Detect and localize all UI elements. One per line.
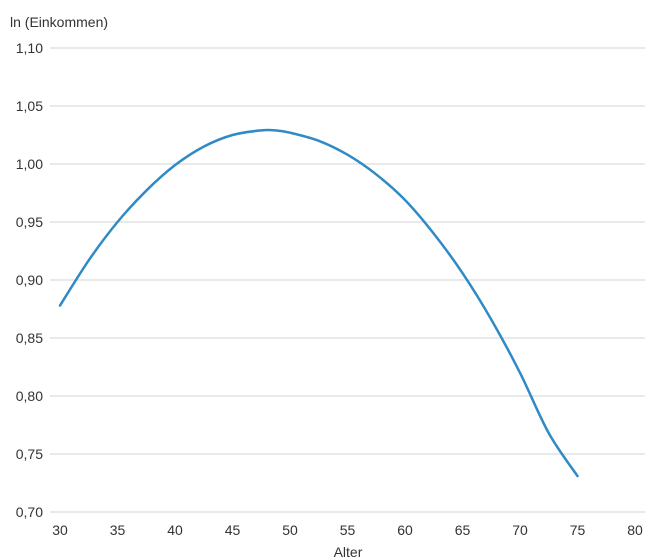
y-tick-label: 0,95 <box>16 214 43 230</box>
series-line <box>58 128 579 478</box>
y-tick-label: 0,75 <box>16 446 43 462</box>
grid-lines <box>50 47 645 513</box>
x-tick-label: 50 <box>282 522 298 538</box>
x-tick-label: 60 <box>397 522 413 538</box>
x-axis-title: Alter <box>334 544 363 560</box>
x-tick-label: 80 <box>627 522 643 538</box>
series-layer <box>58 128 579 478</box>
x-tick-label: 40 <box>167 522 183 538</box>
x-tick-label: 45 <box>225 522 241 538</box>
y-tick-label: 0,70 <box>16 504 43 520</box>
y-tick-label: 1,10 <box>16 40 43 56</box>
y-axis-tick-labels: 0,70 0,75 0,80 0,85 0,90 0,95 1,00 1,05 1,10 <box>16 40 43 520</box>
x-tick-label: 70 <box>512 522 528 538</box>
x-tick-label: 30 <box>52 522 68 538</box>
x-tick-label: 65 <box>455 522 471 538</box>
y-tick-label: 0,85 <box>16 330 43 346</box>
y-tick-label: 0,80 <box>16 388 43 404</box>
y-axis-title: ln (Einkommen) <box>10 14 108 30</box>
x-tick-label: 75 <box>570 522 586 538</box>
x-tick-label: 55 <box>340 522 356 538</box>
y-tick-label: 1,05 <box>16 98 43 114</box>
x-axis-tick-labels: 30 35 40 45 50 55 60 65 70 75 80 <box>52 522 643 538</box>
y-tick-label: 0,90 <box>16 272 43 288</box>
y-tick-label: 1,00 <box>16 156 43 172</box>
x-tick-label: 35 <box>110 522 126 538</box>
